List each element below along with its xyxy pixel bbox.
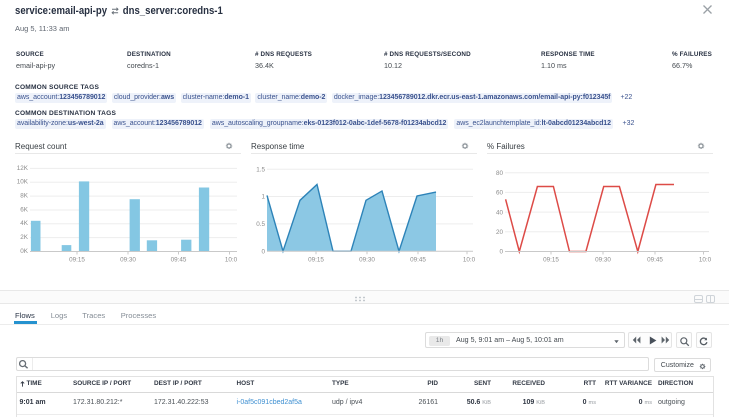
svg-text:40: 40	[496, 209, 504, 216]
svg-text:09:15: 09:15	[69, 256, 85, 263]
svg-text:1.5: 1.5	[256, 166, 265, 173]
svg-text:09:45: 09:45	[410, 256, 426, 263]
svg-text:09:45: 09:45	[647, 256, 663, 263]
svg-text:20: 20	[496, 229, 504, 236]
svg-text:0K: 0K	[20, 247, 29, 254]
svg-text:09:30: 09:30	[595, 256, 611, 263]
svg-text:09:15: 09:15	[543, 256, 559, 263]
svg-text:80: 80	[496, 169, 504, 176]
svg-text:09:15: 09:15	[308, 256, 324, 263]
svg-text:09:45: 09:45	[171, 256, 187, 263]
svg-text:4K: 4K	[20, 220, 29, 227]
svg-text:10:0: 10:0	[225, 256, 238, 263]
svg-text:0: 0	[261, 248, 265, 255]
svg-text:8K: 8K	[20, 192, 29, 199]
svg-text:10:0: 10:0	[699, 256, 712, 263]
svg-text:60: 60	[496, 189, 504, 196]
svg-text:10K: 10K	[17, 178, 29, 185]
svg-text:1: 1	[261, 193, 265, 200]
svg-text:09:30: 09:30	[359, 256, 375, 263]
svg-text:0: 0	[499, 248, 503, 255]
svg-text:09:30: 09:30	[120, 256, 136, 263]
svg-text:12K: 12K	[17, 164, 29, 171]
svg-text:10:0: 10:0	[463, 256, 476, 263]
svg-text:0.5: 0.5	[256, 221, 265, 228]
svg-text:6K: 6K	[20, 206, 29, 213]
svg-text:2K: 2K	[20, 234, 29, 241]
